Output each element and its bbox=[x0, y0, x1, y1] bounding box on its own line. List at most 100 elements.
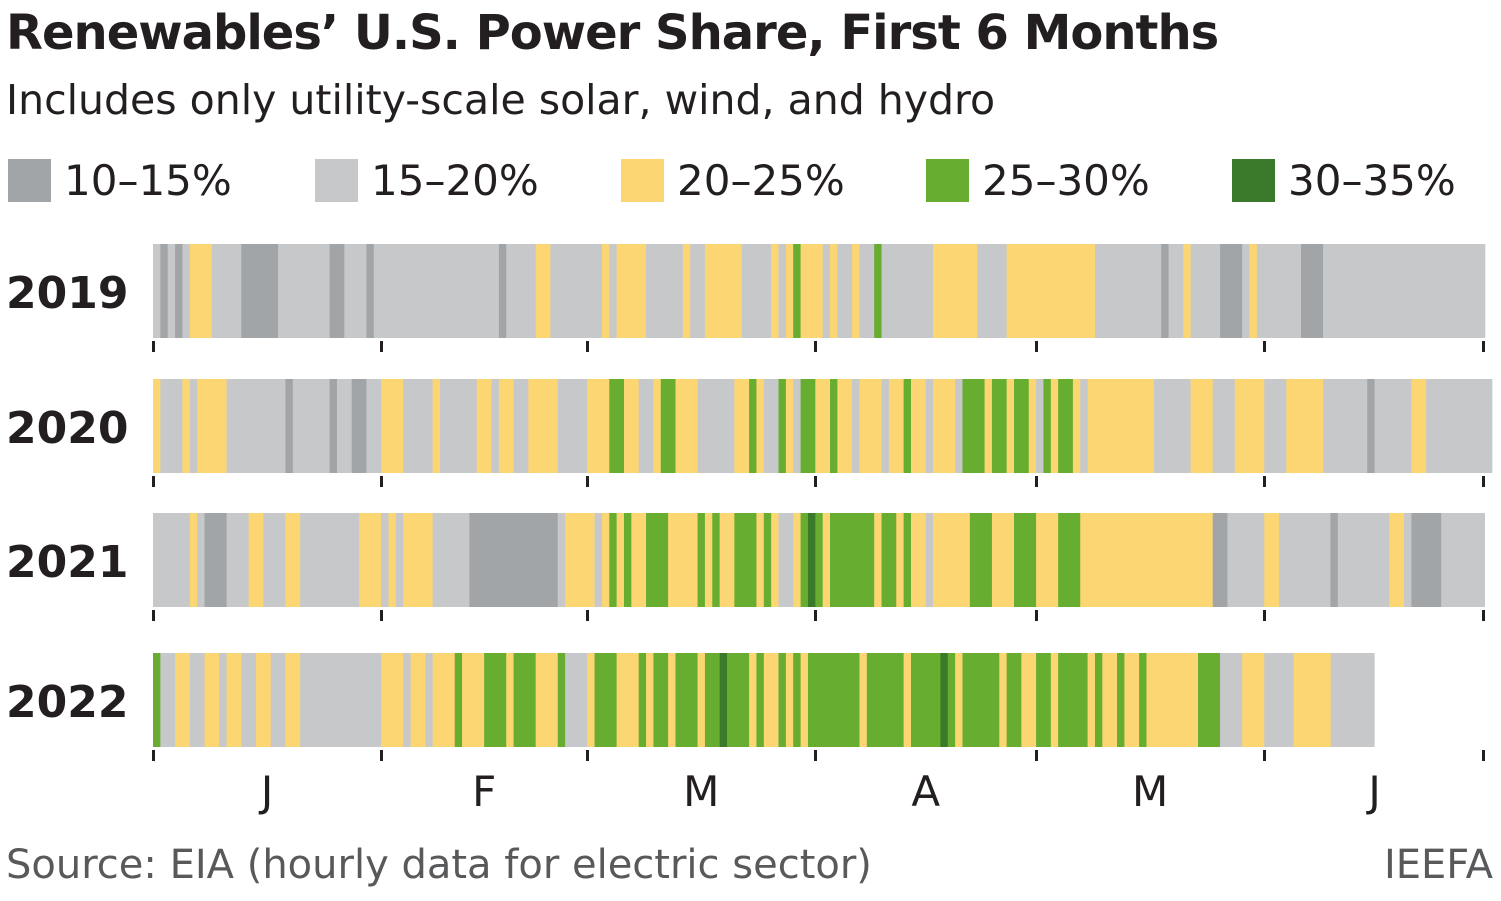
day-segment-2020 bbox=[955, 379, 963, 473]
day-segment-2021 bbox=[263, 513, 286, 607]
day-segment-2019 bbox=[373, 244, 404, 338]
day-segment-2020 bbox=[1426, 379, 1486, 473]
day-segment-2020 bbox=[984, 379, 993, 473]
day-segment-2022 bbox=[160, 653, 176, 747]
day-segment-2020 bbox=[587, 379, 610, 473]
day-segment-2020 bbox=[1286, 379, 1324, 473]
day-segment-2020 bbox=[440, 379, 478, 473]
day-segment-2020 bbox=[329, 379, 338, 473]
day-segment-2019 bbox=[712, 244, 743, 338]
month-label: J bbox=[258, 767, 273, 816]
day-segment-2020 bbox=[1043, 379, 1052, 473]
day-segment-2021 bbox=[712, 513, 720, 607]
day-segment-2021 bbox=[1036, 513, 1059, 607]
day-segment-2021 bbox=[756, 513, 765, 607]
day-segment-2021 bbox=[778, 513, 794, 607]
day-segment-2019 bbox=[741, 244, 772, 338]
day-segment-2022 bbox=[1146, 653, 1199, 747]
day-segment-2019 bbox=[447, 244, 463, 338]
day-segment-2022 bbox=[668, 653, 676, 747]
day-segment-2020 bbox=[403, 379, 433, 473]
day-segment-2021 bbox=[910, 513, 927, 607]
day-segment-2021 bbox=[1227, 513, 1265, 607]
day-segment-2022 bbox=[1124, 653, 1140, 747]
legend-label-10-15: 10–15% bbox=[64, 155, 232, 205]
day-segment-2021 bbox=[991, 513, 1015, 607]
day-segment-2021 bbox=[565, 513, 595, 607]
day-segment-2020 bbox=[1036, 379, 1044, 473]
day-segment-2020 bbox=[528, 379, 559, 473]
day-segment-2022 bbox=[675, 653, 698, 747]
month-label: J bbox=[1365, 767, 1380, 816]
day-segment-2020 bbox=[888, 379, 904, 473]
day-segment-2022 bbox=[565, 653, 588, 747]
day-segment-2020 bbox=[351, 379, 367, 473]
day-segment-2020 bbox=[1374, 379, 1412, 473]
day-segment-2019 bbox=[800, 244, 823, 338]
day-segment-2020 bbox=[1190, 379, 1214, 473]
day-segment-2020 bbox=[903, 379, 912, 473]
day-segment-2022 bbox=[506, 653, 514, 747]
day-segment-2020 bbox=[763, 379, 779, 473]
day-segment-2020 bbox=[638, 379, 654, 473]
day-segment-2019 bbox=[211, 244, 242, 338]
day-segment-2022 bbox=[594, 653, 617, 747]
day-segment-2022 bbox=[513, 653, 536, 747]
day-segment-2021 bbox=[432, 513, 470, 607]
day-segment-2022 bbox=[719, 653, 728, 747]
day-segment-2020 bbox=[1367, 379, 1375, 473]
day-segment-2019 bbox=[933, 244, 978, 338]
day-segment-2021 bbox=[403, 513, 433, 607]
legend-item-20-25: 20–25% bbox=[621, 150, 845, 210]
day-segment-2021 bbox=[668, 513, 698, 607]
day-segment-2022 bbox=[1242, 653, 1265, 747]
day-segment-2019 bbox=[690, 244, 706, 338]
day-segment-2020 bbox=[1006, 379, 1015, 473]
day-segment-2019 bbox=[344, 244, 367, 338]
day-segment-2022 bbox=[1197, 653, 1221, 747]
day-segment-2019 bbox=[278, 244, 294, 338]
legend-swatch-30-35 bbox=[1232, 158, 1275, 202]
day-segment-2022 bbox=[410, 653, 426, 747]
day-segment-2020 bbox=[1411, 379, 1427, 473]
day-segment-2022 bbox=[756, 653, 765, 747]
day-segment-2020 bbox=[815, 379, 831, 473]
day-segment-2019 bbox=[1183, 244, 1191, 338]
day-segment-2022 bbox=[778, 653, 787, 747]
day-segment-2019 bbox=[704, 244, 713, 338]
day-segment-2019 bbox=[462, 244, 500, 338]
day-segment-2022 bbox=[381, 653, 404, 747]
day-segment-2020 bbox=[852, 379, 860, 473]
day-segment-2019 bbox=[175, 244, 183, 338]
day-segment-2022 bbox=[800, 653, 809, 747]
chart-title: Renewables’ U.S. Power Share, First 6 Mo… bbox=[6, 5, 1219, 61]
day-segment-2020 bbox=[704, 379, 735, 473]
day-segment-2020 bbox=[1087, 379, 1155, 473]
day-segment-2021 bbox=[933, 513, 971, 607]
day-segment-2021 bbox=[1278, 513, 1331, 607]
day-segment-2022 bbox=[204, 653, 220, 747]
day-segment-2022 bbox=[697, 653, 706, 747]
legend-item-25-30: 25–30% bbox=[926, 150, 1150, 210]
day-segment-2022 bbox=[1264, 653, 1294, 747]
day-segment-2020 bbox=[189, 379, 198, 473]
day-segment-2019 bbox=[1168, 244, 1184, 338]
day-segment-2019 bbox=[646, 244, 654, 338]
year-label-2021: 2021 bbox=[6, 537, 128, 588]
day-segment-2022 bbox=[727, 653, 750, 747]
day-segment-2021 bbox=[1080, 513, 1133, 607]
day-segment-2022 bbox=[704, 653, 720, 747]
day-segment-2019 bbox=[888, 244, 934, 338]
day-segment-2021 bbox=[359, 513, 382, 607]
day-segment-2022 bbox=[1220, 653, 1243, 747]
day-segment-2021 bbox=[204, 513, 227, 607]
day-segment-2019 bbox=[1249, 244, 1258, 338]
day-segment-2021 bbox=[1411, 513, 1442, 607]
day-segment-2020 bbox=[793, 379, 801, 473]
day-segment-2022 bbox=[256, 653, 272, 747]
day-segment-2019 bbox=[653, 244, 669, 338]
day-segment-2019 bbox=[1242, 244, 1250, 338]
month-label: M bbox=[1132, 767, 1168, 816]
day-segment-2022 bbox=[910, 653, 941, 747]
day-segment-2021 bbox=[197, 513, 205, 607]
